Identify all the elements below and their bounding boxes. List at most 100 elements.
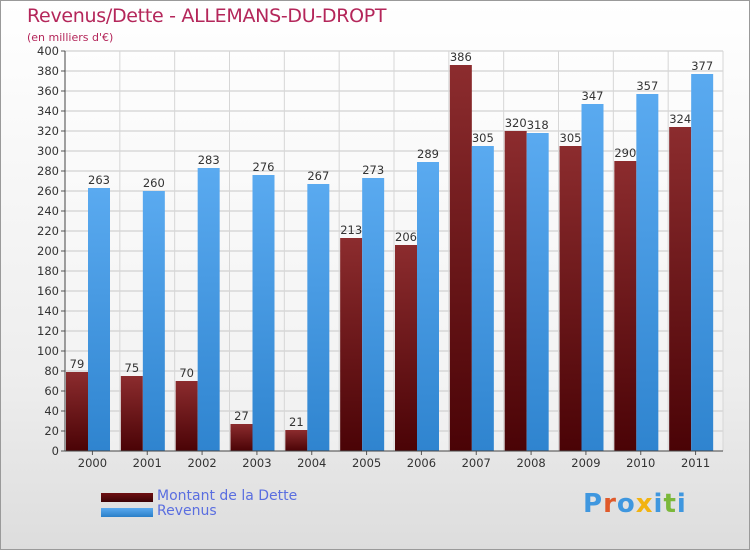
bar-revenus [471,146,494,451]
data-label: 27 [234,409,249,423]
x-tick-label: 2003 [242,456,271,470]
data-label: 357 [636,79,658,93]
x-tick-label: 2000 [78,456,107,470]
y-tick-label: 40 [44,404,59,418]
bar-dette [120,376,143,451]
y-tick-label: 400 [37,44,59,58]
data-label: 320 [505,116,527,130]
bar-dette [340,238,363,451]
bar-dette [559,146,582,451]
bar-revenus [362,178,385,451]
data-label: 290 [614,146,636,160]
y-tick-label: 180 [37,264,59,278]
y-tick-label: 140 [37,304,59,318]
data-label: 347 [582,89,604,103]
y-tick-label: 240 [37,204,59,218]
logo-letter: i [676,489,687,519]
bars [66,65,714,451]
bar-dette [669,127,692,451]
data-label: 324 [669,112,691,126]
bar-dette [504,131,527,451]
data-label: 318 [527,118,549,132]
x-tick-label: 2007 [462,456,491,470]
y-tick-label: 300 [37,144,59,158]
x-tick-label: 2002 [187,456,216,470]
x-tick-label: 2011 [681,456,710,470]
data-label: 267 [307,169,329,183]
logo-letter: P [583,489,604,519]
legend-swatch-dette [101,493,153,502]
legend-label-revenus: Revenus [157,503,217,519]
bar-revenus [526,133,549,451]
chart-title: Revenus/Dette - ALLEMANS-DU-DROPT [27,5,387,27]
logo-letter: o [616,489,636,519]
data-label: 305 [472,131,494,145]
bar-revenus [636,94,659,451]
data-label: 386 [450,50,472,64]
data-label: 263 [88,173,110,187]
data-label: 21 [289,415,304,429]
logo-letter: i [653,489,664,519]
y-tick-label: 100 [37,344,59,358]
bar-revenus [252,175,275,451]
x-tick-label: 2009 [571,456,600,470]
x-tick-label: 2006 [407,456,436,470]
x-tick-label: 2008 [516,456,545,470]
data-label: 213 [340,223,362,237]
x-tick-label: 2001 [133,456,162,470]
bar-revenus [142,191,165,451]
y-tick-label: 280 [37,164,59,178]
y-tick-label: 60 [44,384,59,398]
data-label: 283 [198,153,220,167]
bar-dette [395,245,417,451]
data-label: 206 [395,230,417,244]
y-tick-label: 160 [37,284,59,298]
bar-dette [449,65,472,451]
y-tick-label: 120 [37,324,59,338]
y-tick-label: 0 [52,444,59,458]
bar-revenus [197,168,220,451]
logo-letter: t [663,489,677,519]
bar-revenus [307,184,330,451]
logo-letter: r [603,489,617,519]
bar-dette [175,381,198,451]
data-label: 305 [560,131,582,145]
y-tick-label: 200 [37,244,59,258]
y-tick-label: 320 [37,124,59,138]
data-label: 260 [143,176,165,190]
x-tick-label: 2010 [626,456,655,470]
bar-dette [614,161,637,451]
y-tick-label: 360 [37,84,59,98]
x-tick-label: 2005 [352,456,381,470]
y-tick-label: 380 [37,64,59,78]
y-tick-label: 260 [37,184,59,198]
y-tick-label: 340 [37,104,59,118]
x-tick-label: 2004 [297,456,326,470]
data-label: 70 [179,366,194,380]
bar-revenus [417,162,439,451]
y-tick-label: 220 [37,224,59,238]
bar-revenus [581,104,604,451]
data-label: 75 [125,361,140,375]
bar-dette [66,372,88,451]
data-label: 273 [362,163,384,177]
y-tick-label: 20 [44,424,59,438]
bar-dette [285,430,308,451]
grid-lines [64,50,724,452]
y-tick-label: 80 [44,364,59,378]
axes: 0 20 40 60 80 100 120 140 160 180 200 220 240 260 280 3… [37,44,723,470]
logo-letter: x [635,489,654,519]
data-labels: 79 263 75 260 70 283 27 276 21 267 213 273 206 289 386… [70,50,713,429]
bar-dette [230,424,253,451]
legend-label-dette: Montant de la Dette [157,488,298,504]
bar-revenus [88,188,110,451]
data-label: 377 [691,59,713,73]
bar-revenus [691,74,714,451]
chart-subtitle: (en milliers d'€) [27,31,114,44]
data-label: 79 [70,357,85,371]
legend-swatch-revenus [101,508,153,517]
proxiti-logo: Proxiti [583,489,687,519]
data-label: 289 [417,147,439,161]
